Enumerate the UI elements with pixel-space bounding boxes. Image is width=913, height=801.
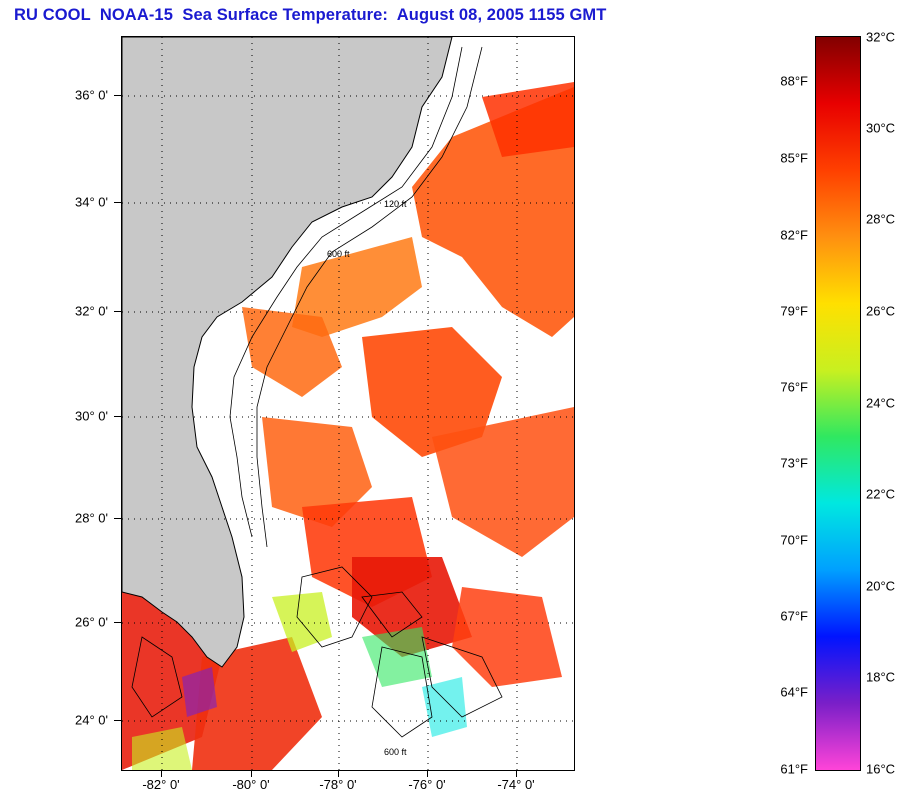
fahrenheit-label: 88°F bbox=[780, 73, 808, 89]
fahrenheit-label: 61°F bbox=[780, 761, 808, 777]
isobath-lines bbox=[131, 46, 503, 738]
celsius-label: 22°C bbox=[866, 486, 896, 502]
lat-label: 34° 0' bbox=[75, 194, 108, 210]
fahrenheit-label: 73°F bbox=[780, 455, 808, 471]
lat-label: 30° 0' bbox=[75, 408, 108, 424]
celsius-label: 20°C bbox=[866, 578, 896, 594]
fahrenheit-label: 64°F bbox=[780, 684, 808, 700]
sst-map: 120 ft 600 ft 600 ft bbox=[121, 36, 575, 771]
lon-label: -76° 0' bbox=[408, 777, 446, 792]
lon-label: -80° 0' bbox=[232, 777, 270, 792]
fahrenheit-label: 67°F bbox=[780, 608, 808, 624]
map-title: RU COOL NOAA-15 Sea Surface Temperature:… bbox=[14, 6, 607, 24]
fahrenheit-label: 70°F bbox=[780, 532, 808, 548]
sst-warm-patches bbox=[122, 82, 574, 770]
fahrenheit-label: 76°F bbox=[780, 379, 808, 395]
celsius-label: 32°C bbox=[866, 29, 896, 45]
celsius-label: 24°C bbox=[866, 395, 896, 411]
lat-label: 32° 0' bbox=[75, 303, 108, 319]
celsius-label: 28°C bbox=[866, 211, 896, 227]
celsius-label: 26°C bbox=[866, 303, 896, 319]
fahrenheit-label: 85°F bbox=[780, 150, 808, 166]
celsius-label: 30°C bbox=[866, 120, 896, 136]
lat-label: 36° 0' bbox=[75, 87, 108, 103]
graticule bbox=[122, 37, 574, 770]
lat-label: 26° 0' bbox=[75, 614, 108, 630]
sst-map-canvas: 120 ft 600 ft 600 ft bbox=[122, 37, 574, 770]
fahrenheit-label: 82°F bbox=[780, 227, 808, 243]
isobath-label: 120 ft bbox=[384, 199, 407, 209]
lon-label: -74° 0' bbox=[497, 777, 535, 792]
celsius-label: 18°C bbox=[866, 669, 896, 685]
lat-label: 24° 0' bbox=[75, 712, 108, 728]
lon-label: -78° 0' bbox=[319, 777, 357, 792]
fahrenheit-label: 79°F bbox=[780, 303, 808, 319]
isobath-label: 600 ft bbox=[384, 747, 407, 757]
celsius-label: 16°C bbox=[866, 761, 896, 777]
lon-label: -82° 0' bbox=[142, 777, 180, 792]
sst-cool-patches bbox=[132, 592, 467, 770]
temperature-colorbar bbox=[815, 36, 861, 771]
land-mass bbox=[122, 37, 453, 668]
lat-label: 28° 0' bbox=[75, 510, 108, 526]
